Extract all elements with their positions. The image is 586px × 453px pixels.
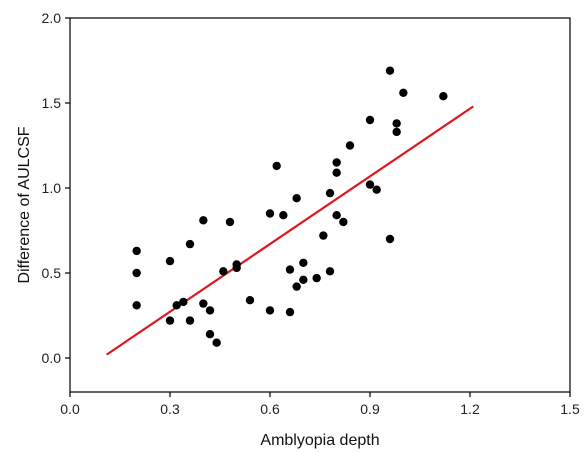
data-point [219, 267, 228, 276]
data-point [439, 92, 448, 101]
data-point [172, 301, 181, 310]
data-points-layer [132, 66, 448, 347]
y-tick-label: 1.0 [42, 180, 62, 196]
data-point [185, 316, 195, 325]
x-tick-label: 1.2 [460, 401, 480, 417]
data-point [332, 158, 341, 167]
data-point [392, 127, 401, 137]
data-point [245, 296, 255, 305]
fit-line-layer [106, 105, 474, 356]
y-tick-label: 1.5 [42, 95, 62, 111]
data-point [285, 307, 295, 317]
data-point [205, 306, 215, 315]
data-point [392, 119, 401, 128]
data-point [299, 258, 308, 267]
x-tick-label: 0.9 [360, 401, 380, 417]
data-point [132, 301, 141, 310]
x-axis-title: Amblyopia depth [260, 432, 379, 449]
data-point [132, 268, 141, 278]
data-point [272, 161, 281, 171]
data-point [399, 88, 408, 98]
data-point [339, 217, 348, 227]
regression-line [106, 105, 474, 356]
y-tick-label: 2.0 [42, 10, 62, 26]
data-point [205, 330, 215, 339]
data-point [319, 231, 328, 240]
data-point [325, 267, 335, 276]
data-point [132, 246, 141, 256]
data-point [185, 239, 195, 249]
data-point [212, 338, 221, 347]
data-point [332, 211, 341, 220]
y-axis-title: Difference of AULCSF [16, 126, 33, 283]
data-point [265, 209, 275, 218]
data-point [225, 217, 235, 227]
x-tick-label: 0.0 [60, 401, 80, 417]
data-point [232, 260, 241, 269]
plot-frame [69, 17, 571, 393]
data-point [385, 66, 395, 75]
data-point [279, 211, 288, 220]
data-point [285, 265, 295, 274]
x-tick-label: 1.5 [560, 401, 580, 417]
data-point [165, 256, 175, 266]
data-point [365, 115, 375, 125]
data-point [372, 185, 381, 194]
y-tick-label: 0.5 [42, 265, 62, 281]
data-point [179, 297, 188, 307]
data-point [332, 168, 341, 177]
data-point [265, 306, 275, 315]
data-point [385, 234, 395, 244]
x-tick-label: 0.6 [260, 401, 280, 417]
y-tick-label: 0.0 [42, 350, 62, 366]
data-point [292, 282, 301, 291]
axis-ticks-layer: 0.0 0.3 0.6 0.9 1.2 1.5 0.0 0.5 1.0 1.5 2.0 [42, 10, 580, 417]
data-point [345, 141, 355, 150]
data-point [312, 273, 321, 283]
data-point [199, 216, 208, 225]
data-point [365, 180, 375, 189]
data-point [325, 188, 335, 198]
data-point [165, 316, 175, 325]
data-point [292, 194, 301, 203]
data-point [199, 299, 208, 308]
x-tick-label: 0.3 [160, 401, 180, 417]
data-point [299, 275, 308, 284]
